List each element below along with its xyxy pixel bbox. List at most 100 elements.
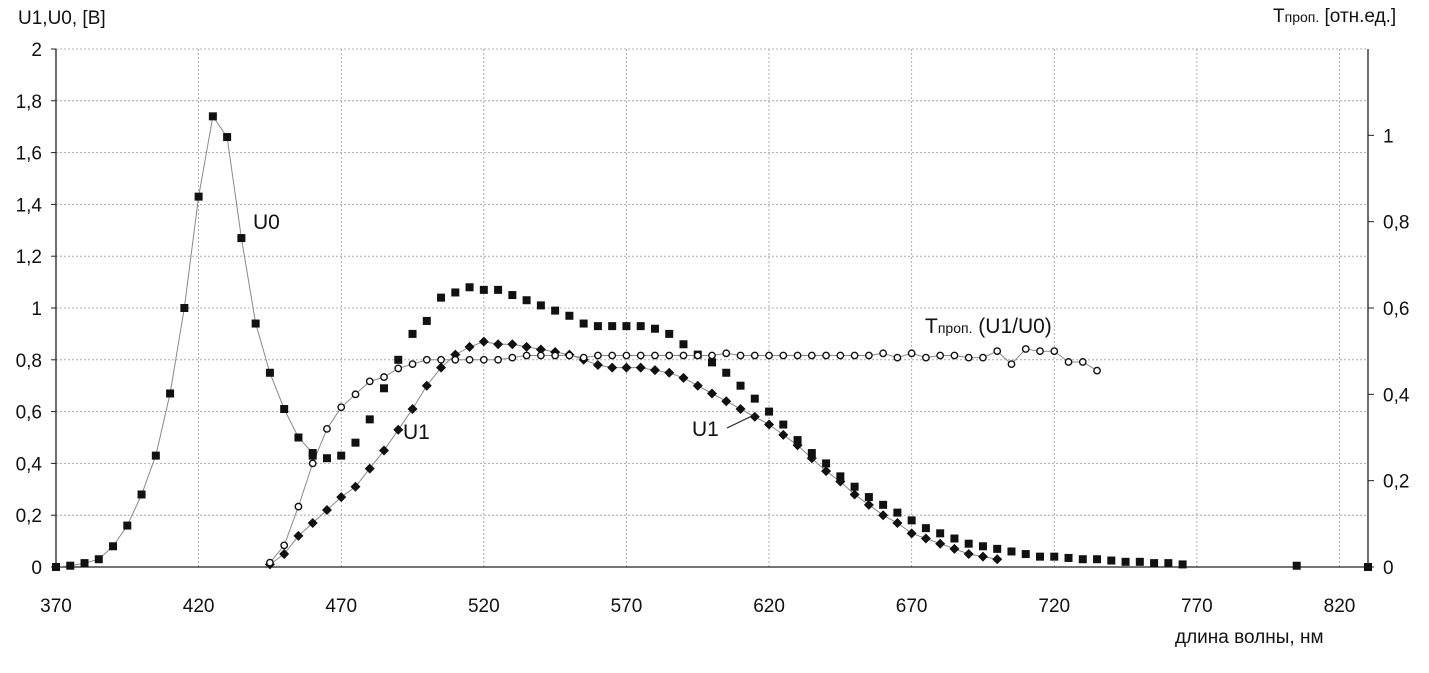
data-point-square — [551, 306, 560, 315]
data-point-square — [151, 451, 160, 460]
data-point-square — [565, 311, 574, 320]
x-tick-label: 520 — [468, 596, 500, 617]
data-point-square — [850, 482, 859, 491]
data-point-square — [793, 436, 802, 445]
data-point-circle — [893, 353, 902, 362]
data-point-circle — [1093, 366, 1101, 375]
data-point-square — [1036, 552, 1044, 561]
data-point-square — [351, 438, 360, 447]
data-point-diamond — [279, 549, 290, 560]
data-point-circle — [294, 502, 303, 511]
data-point-diamond — [992, 554, 1003, 565]
data-point-circle — [323, 424, 331, 433]
data-point-square — [223, 133, 232, 142]
data-point-square — [80, 559, 89, 568]
x-tick-label: 720 — [1038, 596, 1070, 617]
data-point-circle — [1078, 358, 1087, 366]
data-point-circle — [465, 355, 474, 364]
data-point-circle — [565, 351, 574, 360]
data-point-circle — [1021, 345, 1030, 353]
y-axis-right-title-sub: проп. — [1285, 9, 1320, 25]
data-point-circle — [822, 351, 830, 360]
data-point-square — [94, 555, 103, 564]
data-point-circle — [280, 541, 289, 550]
data-point-square — [1135, 557, 1144, 566]
data-point-circle — [864, 351, 873, 360]
data-point-square — [722, 368, 731, 377]
data-point-square — [1050, 552, 1059, 561]
data-point-diamond — [436, 362, 447, 373]
data-point-square — [822, 459, 831, 468]
data-point-square — [308, 451, 317, 460]
data-point-diamond — [892, 517, 903, 528]
y-axis-left-title: U1,U0, [B] — [18, 8, 106, 29]
data-point-square — [109, 542, 118, 551]
data-point-square — [137, 490, 146, 499]
data-point-square — [907, 516, 916, 525]
data-point-diamond — [949, 543, 960, 554]
data-point-square — [166, 389, 175, 398]
data-point-square — [536, 301, 545, 310]
data-point-circle — [850, 351, 859, 360]
annotation-u1-right: U1 — [692, 418, 719, 441]
data-point-diamond — [607, 362, 618, 373]
data-point-circle — [608, 351, 617, 360]
data-point-square — [180, 304, 189, 312]
data-point-square — [864, 493, 873, 502]
data-point-diamond — [963, 549, 974, 560]
data-point-diamond — [493, 339, 504, 350]
data-point-square — [750, 394, 759, 403]
data-point-square — [936, 529, 945, 538]
data-point-square — [993, 544, 1002, 553]
data-point-circle — [722, 349, 731, 358]
data-point-circle — [964, 353, 973, 362]
data-point-diamond — [407, 404, 418, 415]
data-point-diamond — [721, 396, 732, 407]
data-point-square — [380, 384, 388, 393]
data-point-square — [422, 316, 431, 325]
gridlines — [55, 48, 1368, 568]
x-tick-label: 770 — [1181, 596, 1213, 617]
data-point-square — [479, 285, 488, 294]
y-tick-label-left: 1,4 — [16, 195, 43, 216]
data-point-square — [1021, 550, 1030, 559]
x-tick-label: 820 — [1324, 596, 1356, 617]
data-point-diamond — [293, 530, 304, 541]
data-point-diamond — [592, 359, 603, 370]
data-point-diamond — [692, 380, 703, 391]
annotation-u0: U0 — [253, 211, 280, 234]
y-axis-right-title-units: [отн.ед.] — [1319, 6, 1396, 27]
data-point-diamond — [464, 341, 475, 352]
data-point-square — [1150, 559, 1159, 568]
data-point-square — [978, 542, 987, 551]
data-point-circle — [394, 364, 403, 373]
axes — [51, 48, 1374, 568]
data-point-square — [365, 415, 374, 424]
data-point-circle — [437, 355, 445, 364]
y-tick-label-left: 1,8 — [16, 92, 42, 113]
data-point-diamond — [350, 481, 361, 492]
data-point-square — [579, 319, 588, 328]
y-tick-label-left: 0,4 — [16, 454, 43, 475]
data-point-diamond — [935, 538, 946, 549]
data-point-diamond — [707, 388, 717, 399]
tick-labels: 370 420 470 520 570 620 670 720 770 820 0 0,2 0,4 0,6… — [16, 40, 1410, 617]
data-point-diamond — [749, 411, 760, 422]
data-point-circle — [337, 403, 346, 412]
data-point-circle — [750, 351, 759, 360]
data-point-square — [337, 451, 346, 460]
data-point-square — [879, 500, 888, 509]
data-point-square — [779, 420, 788, 429]
data-point-circle — [1064, 358, 1073, 366]
data-point-circle — [536, 351, 545, 360]
data-point-circle — [422, 355, 431, 364]
data-point-diamond — [621, 362, 632, 373]
y-tick-label-left: 0,2 — [16, 506, 42, 527]
data-point-square — [807, 449, 816, 458]
data-point-circle — [636, 351, 645, 360]
data-point-diamond — [678, 372, 689, 383]
data-point-square — [265, 368, 274, 377]
data-point-diamond — [635, 362, 646, 373]
data-point-circle — [936, 351, 945, 360]
data-point-square — [465, 283, 474, 292]
